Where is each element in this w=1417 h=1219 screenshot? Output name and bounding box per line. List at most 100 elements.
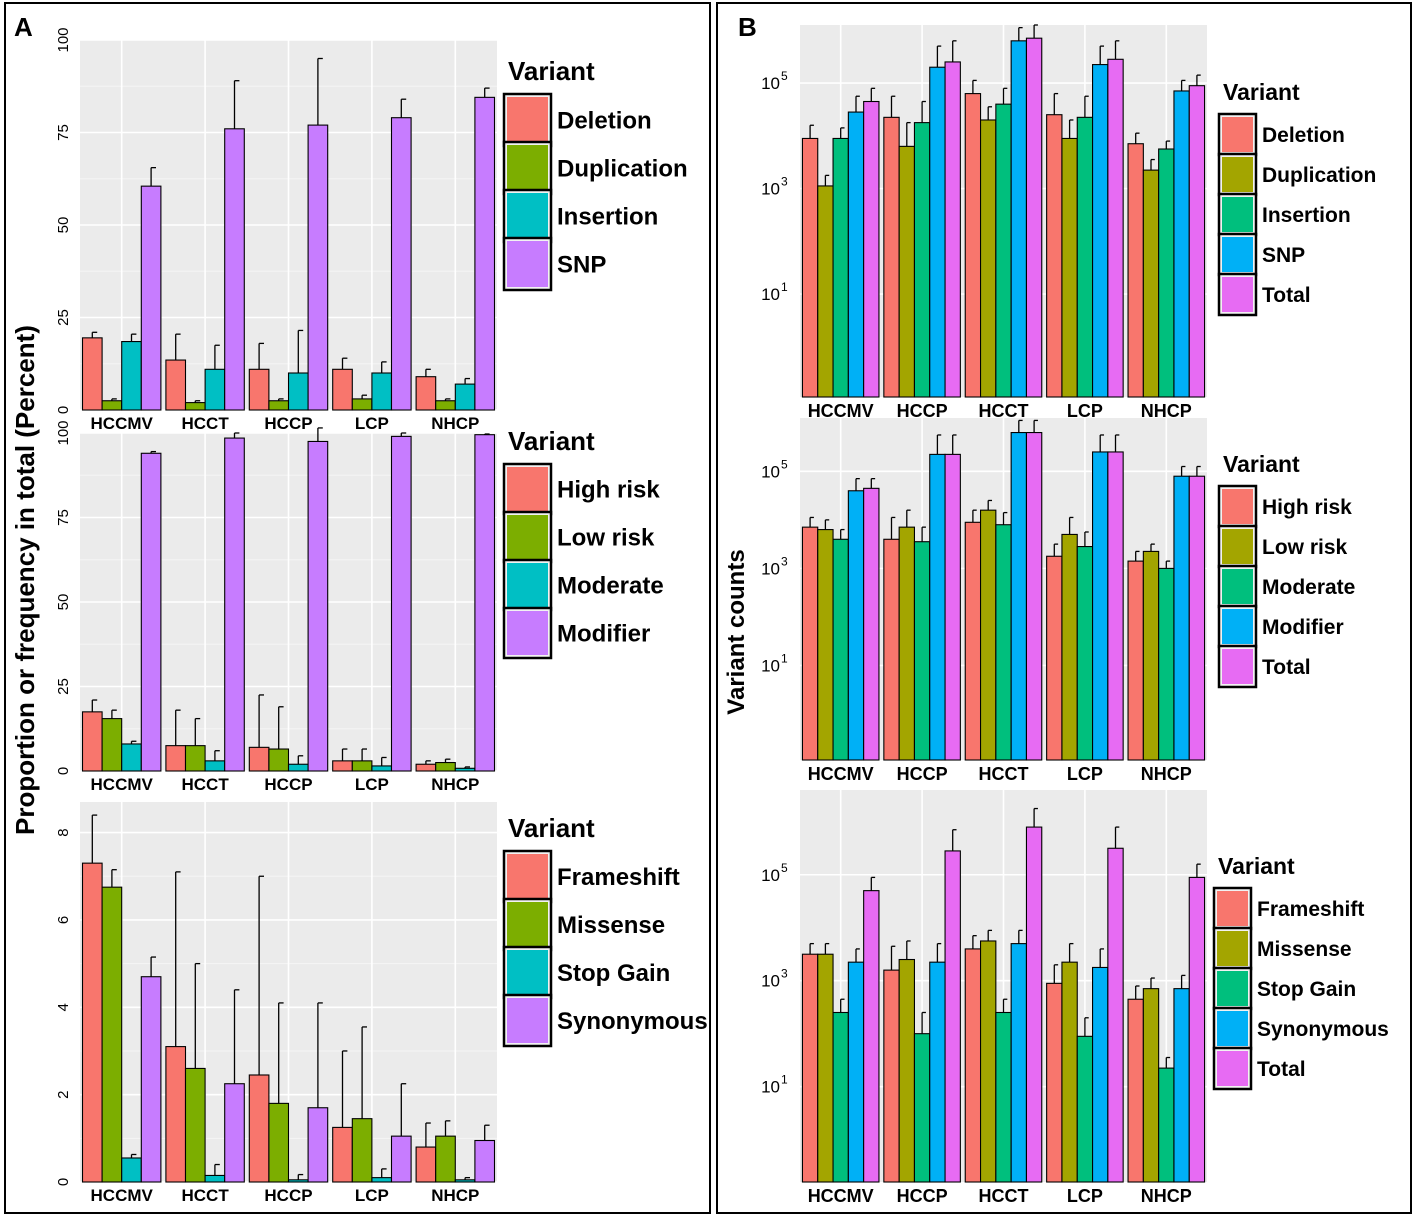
legend-label-modifier: Modifier <box>1262 616 1344 639</box>
x-tick-label: HCCMV <box>91 1186 154 1205</box>
x-tick-label: HCCMV <box>808 401 874 421</box>
legend-label-moderate: Moderate <box>1262 576 1355 599</box>
legend-label-duplication: Duplication <box>557 156 688 183</box>
y-tick-label: 50 <box>55 217 72 234</box>
bar-moderate-nhcp <box>454 767 476 772</box>
legend-label-total: Total <box>1257 1058 1306 1081</box>
x-tick-label: NHCP <box>1141 764 1192 784</box>
bar-moderate-hcct <box>204 760 226 772</box>
legend-swatch-low-risk <box>507 515 548 559</box>
bar-synonymous-hcct <box>1010 943 1028 1183</box>
x-tick-label: HCCT <box>181 775 229 794</box>
legend-swatch-synonymous <box>507 998 548 1043</box>
bar-deletion-hccp <box>883 116 900 398</box>
y-tick-label: 0 <box>55 1178 72 1186</box>
bar-moderate-hccmv <box>121 743 142 772</box>
y-tick-label: 2 <box>55 1090 72 1098</box>
bar-insertion-hccp <box>287 372 309 411</box>
x-tick-label: HCCMV <box>91 414 154 433</box>
legend-label-snp: SNP <box>557 252 606 279</box>
bar-high-risk-hcct <box>165 745 187 772</box>
bar-insertion-nhcp <box>454 383 476 411</box>
bar-insertion-nhcp <box>1158 148 1175 398</box>
bar-snp-hccmv <box>847 111 865 398</box>
bar-insertion-hccmv <box>832 137 849 398</box>
legend-swatch-missense <box>507 902 548 947</box>
bar-total-hcct <box>1025 826 1043 1183</box>
bar-total-nhcp <box>1188 85 1206 398</box>
bar-low-risk-hcct <box>184 745 206 772</box>
bar-high-risk-lcp <box>332 760 353 772</box>
bar-duplication-nhcp <box>435 400 456 411</box>
bar-modifier-hccp <box>307 440 329 772</box>
bar-insertion-hccmv <box>121 340 142 411</box>
legend-swatch-deletion <box>507 97 548 143</box>
bar-duplication-lcp <box>1061 137 1078 398</box>
bar-synonymous-hccp <box>307 1107 329 1183</box>
bar-total-hccmv <box>863 487 880 761</box>
legend-label-insertion: Insertion <box>557 204 658 231</box>
legend-swatch-moderate <box>507 563 548 607</box>
x-tick-label: HCCMV <box>91 775 154 794</box>
x-tick-label: HCCT <box>979 764 1029 784</box>
bar-low-risk-lcp <box>351 760 373 772</box>
x-tick-label: LCP <box>1067 1186 1103 1206</box>
y-tick-label: 10 <box>761 1078 780 1097</box>
bar-total-nhcp <box>1188 475 1206 761</box>
bar-moderate-nhcp <box>1158 567 1175 761</box>
bar-high-risk-hccp <box>248 746 270 772</box>
bar-insertion-hcct <box>995 103 1012 398</box>
bar-synonymous-lcp <box>390 1135 412 1183</box>
legend-label-synonymous: Synonymous <box>557 1008 708 1035</box>
legend-label-duplication: Duplication <box>1262 164 1376 187</box>
chart-a3-consequence: 0 2 4 6 8 HCCMV HCCT HCCP LCP NHCP Variant Frameshi… <box>55 802 708 1205</box>
legend-label-modifier: Modifier <box>557 621 650 648</box>
bar-deletion-nhcp <box>1127 143 1144 398</box>
legend-swatch-high-risk <box>1222 489 1253 524</box>
bar-snp-hcct <box>1010 40 1028 398</box>
bar-modifier-nhcp <box>474 434 496 772</box>
bar-total-nhcp <box>1188 876 1206 1183</box>
bar-high-risk-lcp <box>1046 555 1063 761</box>
y-tick-exponent: 3 <box>781 967 788 981</box>
bar-deletion-hccmv <box>81 337 103 411</box>
x-tick-label: HCCT <box>181 414 229 433</box>
bar-snp-lcp <box>1092 64 1109 398</box>
y-tick-label: 10 <box>761 285 780 304</box>
legend-label-moderate: Moderate <box>557 573 664 600</box>
bar-synonymous-nhcp <box>1173 988 1190 1183</box>
bar-low-risk-hccp <box>898 526 915 761</box>
bar-insertion-hccp <box>913 122 931 398</box>
bar-duplication-nhcp <box>1142 169 1160 398</box>
bar-total-hccp <box>944 61 961 398</box>
bar-moderate-hccp <box>287 763 309 772</box>
legend-label-frameshift: Frameshift <box>1257 898 1364 921</box>
bar-stop-gain-hcct <box>204 1174 226 1183</box>
bar-stop-gain-hccp <box>287 1179 309 1183</box>
bar-high-risk-nhcp <box>1127 560 1144 761</box>
legend-label-stop-gain: Stop Gain <box>1257 978 1356 1001</box>
bar-missense-lcp <box>351 1118 373 1183</box>
bar-frameshift-hcct <box>165 1046 187 1183</box>
bar-frameshift-lcp <box>1046 982 1063 1183</box>
bar-total-lcp <box>1107 58 1124 398</box>
y-tick-label: 75 <box>55 124 72 141</box>
bar-synonymous-hccmv <box>847 961 865 1183</box>
x-tick-label: HCCP <box>264 414 312 433</box>
legend-swatch-insertion <box>1222 197 1253 232</box>
panel-a-frame <box>4 2 711 1214</box>
bar-duplication-lcp <box>351 398 373 411</box>
y-tick-exponent: 3 <box>781 175 788 189</box>
bar-stop-gain-hccp <box>913 1033 931 1183</box>
bar-snp-hccp <box>307 124 329 411</box>
y-tick-exponent: 1 <box>781 1073 788 1087</box>
legend-label-missense: Missense <box>1257 938 1352 961</box>
bar-stop-gain-nhcp <box>1158 1067 1175 1183</box>
y-tick-label: 10 <box>761 462 780 481</box>
bar-frameshift-lcp <box>332 1126 353 1183</box>
bar-missense-hccmv <box>817 953 834 1183</box>
bar-high-risk-hcct <box>964 521 982 761</box>
bar-snp-nhcp <box>1173 90 1190 398</box>
y-tick-label: 75 <box>55 509 72 526</box>
bar-snp-nhcp <box>474 96 496 411</box>
